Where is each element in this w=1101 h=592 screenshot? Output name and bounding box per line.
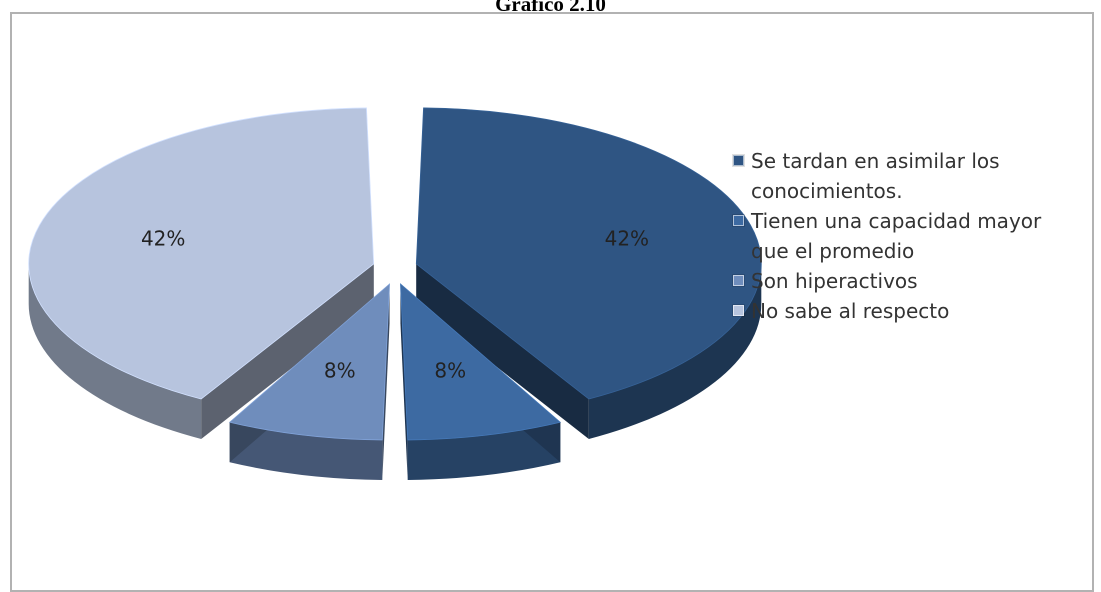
slice-outer-wall (407, 422, 561, 480)
data-labels: 42% 8% 8% 42% (141, 226, 649, 382)
slice-top (28, 107, 375, 400)
legend-item-hiperactivos: Son hiperactivos (733, 266, 1083, 296)
legend: Se tardan en asimilar los conocimientos.… (733, 146, 1083, 326)
slice-cut-wall (400, 283, 408, 480)
legend-label: Tienen una capacidad mayor que el promed… (751, 209, 1042, 263)
pie-slices (28, 107, 762, 480)
slice-outer-wall (28, 263, 202, 439)
data-label: 42% (605, 226, 649, 250)
legend-swatch (733, 155, 744, 166)
legend-label: Se tardan en asimilar los conocimientos. (751, 149, 1000, 203)
slice-top (415, 107, 762, 400)
slice-outer-wall (229, 422, 383, 480)
slice-outer-wall (588, 263, 762, 439)
legend-swatch (733, 215, 744, 226)
slice-cut-wall (382, 283, 390, 480)
pie-slice-no-sabe-al-respecto (28, 107, 375, 439)
legend-item-no-sabe: No sabe al respecto (733, 296, 1083, 326)
data-label: 8% (324, 359, 356, 383)
slice-top (400, 283, 562, 441)
legend-item-tienen-capacidad: Tienen una capacidad mayor que el promed… (733, 206, 1083, 266)
data-label: 8% (434, 359, 466, 383)
pie-slice-tienen-una-capacidad-mayor-que-el-promedio (400, 283, 562, 480)
legend-label: No sabe al respecto (751, 299, 950, 323)
pie-slice-son-hiperactivos (228, 283, 390, 480)
slice-cut-wall (201, 263, 374, 439)
legend-swatch (733, 305, 744, 316)
slice-top (228, 283, 390, 441)
legend-item-se-tardan: Se tardan en asimilar los conocimientos. (733, 146, 1083, 206)
slice-cut-wall (416, 263, 589, 439)
legend-swatch (733, 275, 744, 286)
data-label: 42% (141, 226, 185, 250)
legend-label: Son hiperactivos (751, 269, 918, 293)
pie-slice-se-tardan-en-asimilar-los-conocimientos (415, 107, 762, 439)
